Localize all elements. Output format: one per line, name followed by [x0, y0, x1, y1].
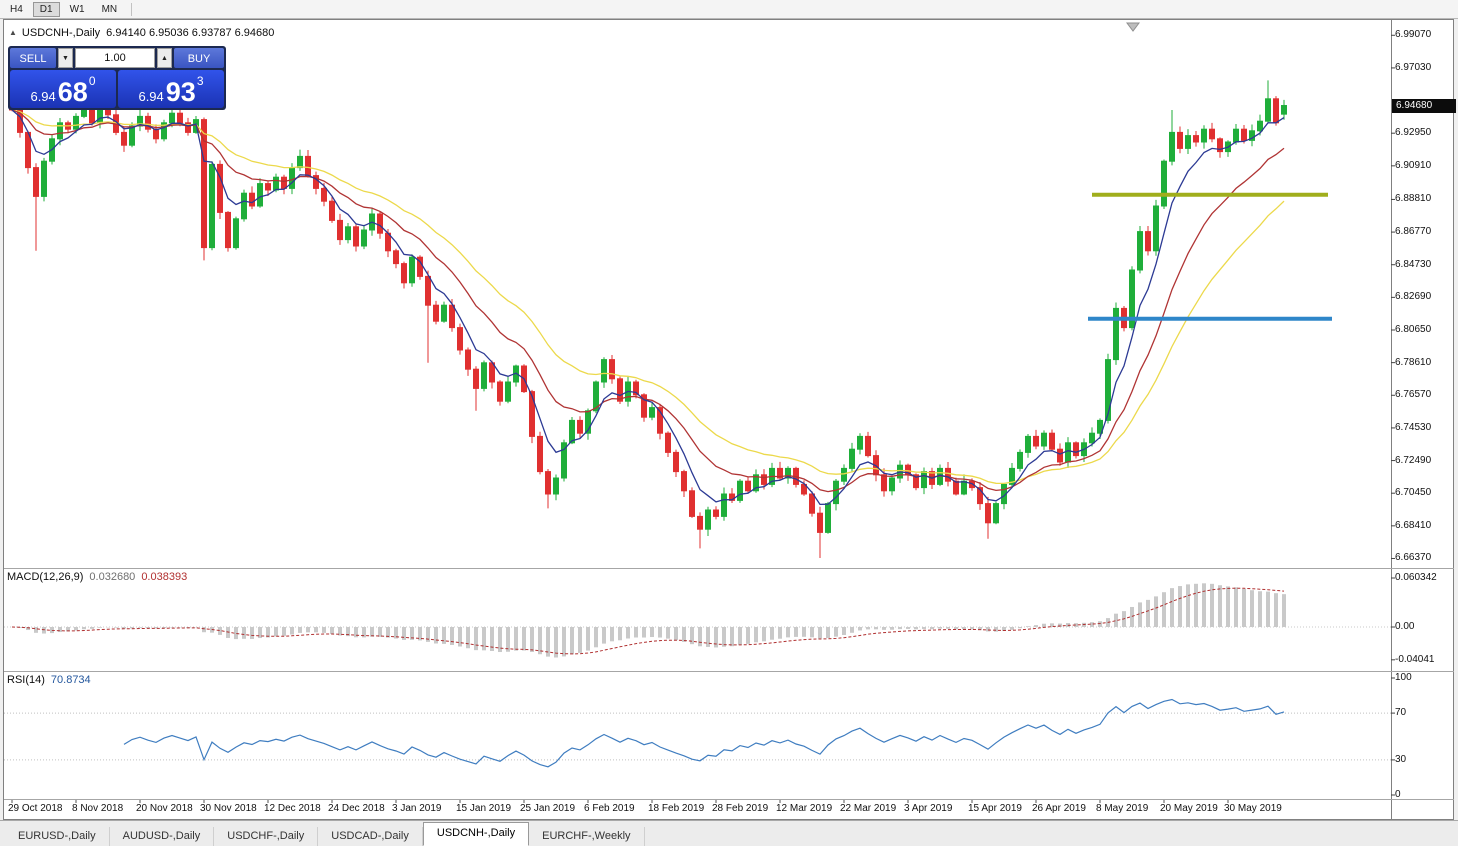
- tab-audusd-daily[interactable]: AUDUSD-,Daily: [110, 827, 215, 846]
- price-axis-label: 6.84730: [1395, 259, 1432, 270]
- date-axis-label: 20 Nov 2018: [136, 803, 193, 814]
- macd-signal-line: [11, 587, 1285, 655]
- chart-tabs-bar: EURUSD-,Daily AUDUSD-,Daily USDCHF-,Daily U…: [0, 820, 1458, 846]
- date-axis-label: 29 Oct 2018: [8, 803, 63, 814]
- rsi-label: RSI(14) 70.8734: [7, 674, 91, 686]
- ma-fast-line: [11, 109, 1285, 506]
- tab-eurchf-weekly[interactable]: EURCHF-,Weekly: [529, 827, 645, 846]
- price-axis-label: 6.88810: [1395, 193, 1432, 204]
- tab-eurusd-daily[interactable]: EURUSD-,Daily: [5, 827, 110, 846]
- timeframe-button-mn[interactable]: MN: [95, 2, 125, 17]
- price-axis-label: 6.80650: [1395, 324, 1432, 335]
- date-axis-label: 26 Apr 2019: [1032, 803, 1086, 814]
- sell-price-panel[interactable]: 6.94 68 0: [10, 70, 116, 108]
- rsi-value: 70.8734: [50, 674, 91, 686]
- date-axis-label: 12 Dec 2018: [264, 803, 321, 814]
- date-axis-label: 15 Jan 2019: [456, 803, 512, 814]
- price-axis-label: 6.90910: [1395, 160, 1432, 171]
- buy-price-panel[interactable]: 6.94 93 3: [118, 70, 224, 108]
- macd-signal-value: 0.038393: [141, 571, 188, 583]
- date-axis-label: 25 Jan 2019: [520, 803, 576, 814]
- price-axis-label: 6.74530: [1395, 422, 1432, 433]
- timeframe-button-d1[interactable]: D1: [32, 1, 60, 17]
- price-axis-label: 6.66370: [1395, 552, 1432, 563]
- date-axis-label: 22 Mar 2019: [840, 803, 897, 814]
- macd-value: 0.032680: [89, 571, 136, 583]
- price-axis-label: 6.72490: [1395, 455, 1432, 466]
- price-axis-label: 6.76570: [1395, 389, 1432, 400]
- rsi-axis-label: 100: [1395, 672, 1412, 683]
- ma-mid-line: [11, 109, 1285, 493]
- macd-label: MACD(12,26,9) 0.032680 0.038393: [7, 571, 188, 583]
- date-axis-label: 3 Apr 2019: [904, 803, 953, 814]
- rsi-axis-label: 70: [1395, 707, 1407, 718]
- sell-price-point: 0: [88, 74, 96, 88]
- price-axis-label: 6.86770: [1395, 226, 1432, 237]
- tab-usdchf-daily[interactable]: USDCHF-,Daily: [214, 827, 319, 846]
- ma-slow-line: [11, 109, 1285, 485]
- price-axis-label: 6.78610: [1395, 357, 1432, 368]
- sell-price-pips: 68: [57, 77, 88, 107]
- tab-usdcnh-daily[interactable]: USDCNH-,Daily: [422, 822, 530, 846]
- date-axis-label: 15 Apr 2019: [968, 803, 1022, 814]
- chart-ohlc-values: 6.94140 6.95036 6.93787 6.94680: [106, 27, 275, 39]
- date-axis-label: 8 Nov 2018: [72, 803, 124, 814]
- macd-axis-label: 0.00: [1395, 621, 1415, 632]
- price-axis-label: 6.97030: [1395, 62, 1432, 73]
- volume-input[interactable]: [75, 48, 155, 68]
- date-axis-label: 8 May 2019: [1096, 803, 1149, 814]
- date-axis-label: 28 Feb 2019: [712, 803, 769, 814]
- timeframe-toolbar: H4 D1 W1 MN: [0, 0, 1458, 19]
- sell-price-base: 6.94: [30, 89, 56, 104]
- price-axis-label: 6.70450: [1395, 487, 1432, 498]
- buy-price-point: 3: [196, 74, 204, 88]
- date-axis-label: 24 Dec 2018: [328, 803, 385, 814]
- chart-shift-marker-icon: [1126, 22, 1140, 32]
- price-axis-label: 6.99070: [1395, 29, 1432, 40]
- chart-title: ▲ USDCNH-,Daily 6.94140 6.95036 6.93787 6.…: [9, 27, 274, 39]
- price-axis-label: 6.82690: [1395, 291, 1432, 302]
- one-click-collapse-arrow-icon[interactable]: ▲: [9, 28, 17, 37]
- date-axis-label: 3 Jan 2019: [392, 803, 442, 814]
- macd-histogram: [18, 583, 1286, 658]
- date-axis-label: 18 Feb 2019: [648, 803, 705, 814]
- toolbar-separator: [131, 2, 133, 16]
- date-axis-label: 20 May 2019: [1160, 803, 1218, 814]
- macd-axis-label: -0.04041: [1395, 654, 1435, 665]
- one-click-trading-panel: SELL ▼ ▲ BUY 6.94 68 0 6.94 93 3: [8, 46, 226, 110]
- buy-price-base: 6.94: [138, 89, 164, 104]
- macd-axis-label: 0.060342: [1395, 572, 1437, 583]
- volume-increase-button[interactable]: ▲: [157, 48, 172, 68]
- rsi-axis-label: 0: [1395, 789, 1401, 800]
- timeframe-button-w1[interactable]: W1: [63, 2, 92, 17]
- price-axis-label: 6.68410: [1395, 520, 1432, 531]
- chart-symbol-period: USDCNH-,Daily: [21, 27, 101, 39]
- chart-window-border: [3, 19, 1454, 820]
- date-axis-label: 6 Feb 2019: [584, 803, 635, 814]
- date-axis-label: 30 Nov 2018: [200, 803, 257, 814]
- timeframe-button-h4[interactable]: H4: [3, 2, 30, 17]
- volume-decrease-button[interactable]: ▼: [58, 48, 73, 68]
- tab-usdcad-daily[interactable]: USDCAD-,Daily: [318, 827, 423, 846]
- rsi-line: [123, 698, 1285, 768]
- price-axis-label: 6.92950: [1395, 127, 1432, 138]
- buy-price-pips: 93: [165, 77, 196, 107]
- date-axis-label: 30 May 2019: [1224, 803, 1282, 814]
- date-axis-label: 12 Mar 2019: [776, 803, 833, 814]
- sell-button[interactable]: SELL: [10, 48, 56, 68]
- current-price-box: 6.94680: [1392, 99, 1456, 113]
- buy-button[interactable]: BUY: [174, 48, 224, 68]
- rsi-axis-label: 30: [1395, 754, 1407, 765]
